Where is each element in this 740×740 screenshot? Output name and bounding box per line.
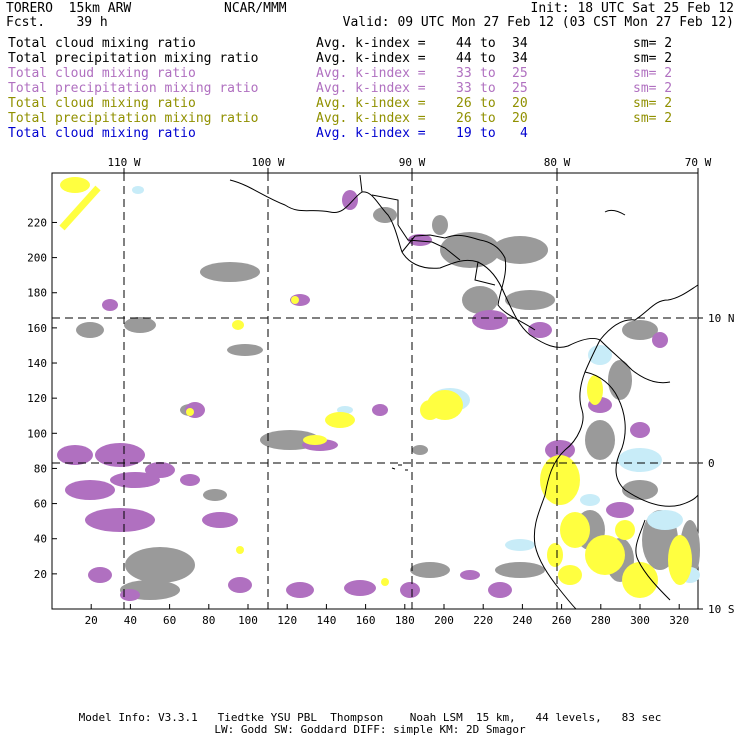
legend-smoothing: sm= 2 [633,66,673,81]
x-tick-label: 220 [473,614,493,627]
axis-ticks: 110 W 100 W 90 W 80 W 70 W 10 N 0 10 S 20 40 60 80 1… [27,156,734,627]
y-tick-label: 60 [34,498,47,511]
legend-index-label: Avg. k-index = [316,36,426,51]
legend-from: 44 [456,36,472,51]
valid-time: Valid: 09 UTC Mon 27 Feb 12 (03 CST Mon … [342,15,734,30]
lat-label: 0 [708,457,715,470]
legend-from: 19 [456,126,472,141]
legend-from: 33 [456,81,472,96]
y-tick-label: 100 [27,427,47,440]
latlon-grid [52,173,698,609]
legend-field: Total cloud mixing ratio [8,126,196,141]
legend-to-word: to [480,66,496,81]
legend-index-label: Avg. k-index = [316,111,426,126]
legend-to: 20 [512,96,528,111]
legend-to-word: to [480,96,496,111]
legend-from: 44 [456,51,472,66]
legend-to-word: to [480,51,496,66]
legend-field: Total cloud mixing ratio [8,36,196,51]
legend-to-word: to [480,126,496,141]
footer-line-1: Model Info: V3.3.1 Tiedtke YSU PBL Thomp… [78,711,662,724]
legend-to-word: to [480,36,496,51]
x-tick-label: 100 [238,614,258,627]
x-tick-label: 260 [552,614,572,627]
model-name: TORERO 15km ARW [6,1,132,16]
header-right: Init: 18 UTC Sat 25 Feb 12 Valid: 09 UTC … [343,2,734,30]
x-tick-label: 120 [277,614,297,627]
legend-smoothing: sm= 2 [633,81,673,96]
legend-field: Total cloud mixing ratio [8,66,196,81]
legend-smoothing: sm= 2 [633,96,673,111]
init-time: Init: 18 UTC Sat 25 Feb 12 [530,1,735,16]
y-tick-label: 120 [27,392,47,405]
y-tick-label: 140 [27,357,47,370]
header-left: TORERO 15km ARW Fcst. 39 h [6,2,131,30]
x-tick-label: 180 [395,614,415,627]
lon-label: 90 W [399,156,426,169]
x-tick-label: 240 [512,614,532,627]
lat-label: 10 S [708,603,735,616]
legend-field: Total precipitation mixing ratio [8,51,259,66]
legend-field: Total cloud mixing ratio [8,96,196,111]
y-tick-label: 200 [27,252,47,265]
legend-field: Total precipitation mixing ratio [8,111,259,126]
footer-line-2: LW: Godd SW: Goddard DIFF: simple KM: 2D… [214,723,526,736]
y-tick-label: 180 [27,287,47,300]
x-tick-label: 80 [202,614,215,627]
x-tick-label: 300 [630,614,650,627]
legend-to: 25 [512,81,528,96]
center-name: NCAR/MMM [224,1,287,16]
x-tick-label: 200 [434,614,454,627]
x-tick-label: 140 [316,614,336,627]
x-tick-label: 60 [163,614,176,627]
legend-field: Total precipitation mixing ratio [8,81,259,96]
legend-smoothing: sm= 2 [633,111,673,126]
y-tick-label: 20 [34,568,47,581]
x-tick-label: 280 [591,614,611,627]
y-tick-label: 80 [34,462,47,475]
legend-to-word: to [480,111,496,126]
legend-index-label: Avg. k-index = [316,126,426,141]
lon-label: 110 W [107,156,140,169]
legend-index-label: Avg. k-index = [316,51,426,66]
x-tick-label: 320 [669,614,689,627]
x-tick-label: 40 [124,614,137,627]
legend-index-label: Avg. k-index = [316,66,426,81]
x-tick-label: 160 [356,614,376,627]
y-tick-label: 40 [34,533,47,546]
x-tick-label: 20 [85,614,98,627]
legend-smoothing: sm= 2 [633,36,673,51]
legend-to: 34 [512,51,528,66]
legend-from: 26 [456,96,472,111]
lon-label: 100 W [251,156,284,169]
lat-label: 10 N [708,312,735,325]
lon-label: 70 W [685,156,712,169]
forecast-hour: Fcst. 39 h [6,15,108,30]
legend-from: 26 [456,111,472,126]
legend-to-word: to [480,81,496,96]
legend-smoothing: sm= 2 [633,51,673,66]
legend-index-label: Avg. k-index = [316,81,426,96]
y-tick-label: 220 [27,216,47,229]
lon-label: 80 W [544,156,571,169]
legend-to: 34 [512,36,528,51]
legend-index-label: Avg. k-index = [316,96,426,111]
legend-from: 33 [456,66,472,81]
coastlines [229,174,699,610]
legend-to: 4 [520,126,528,141]
y-tick-label: 160 [27,322,47,335]
legend-to: 20 [512,111,528,126]
legend-to: 25 [512,66,528,81]
